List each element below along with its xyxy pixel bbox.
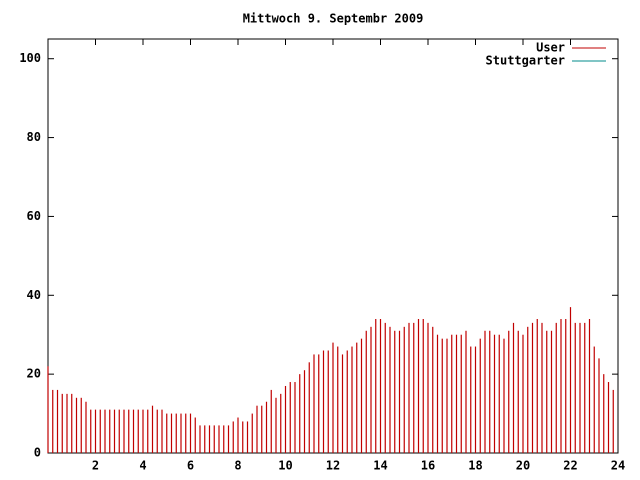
x-tick-label: 14: [373, 459, 387, 473]
x-tick-label: 18: [468, 459, 482, 473]
x-tick-label: 20: [516, 459, 530, 473]
x-tick-label: 24: [611, 459, 625, 473]
legend-label: Stuttgarter: [486, 54, 565, 68]
x-tick-label: 6: [187, 459, 194, 473]
x-tick-label: 10: [278, 459, 292, 473]
y-tick-label: 60: [27, 209, 41, 223]
y-tick-label: 100: [19, 51, 41, 65]
y-tick-label: 40: [27, 288, 41, 302]
y-tick-label: 20: [27, 367, 41, 381]
chart-title: Mittwoch 9. Septembr 2009: [243, 12, 424, 26]
x-tick-label: 12: [326, 459, 340, 473]
x-tick-label: 8: [234, 459, 241, 473]
x-tick-label: 4: [139, 459, 146, 473]
x-tick-label: 16: [421, 459, 435, 473]
y-tick-label: 80: [27, 130, 41, 144]
x-tick-label: 2: [92, 459, 99, 473]
legend-label: User: [536, 41, 565, 55]
x-tick-label: 22: [563, 459, 577, 473]
y-tick-label: 0: [34, 446, 41, 460]
